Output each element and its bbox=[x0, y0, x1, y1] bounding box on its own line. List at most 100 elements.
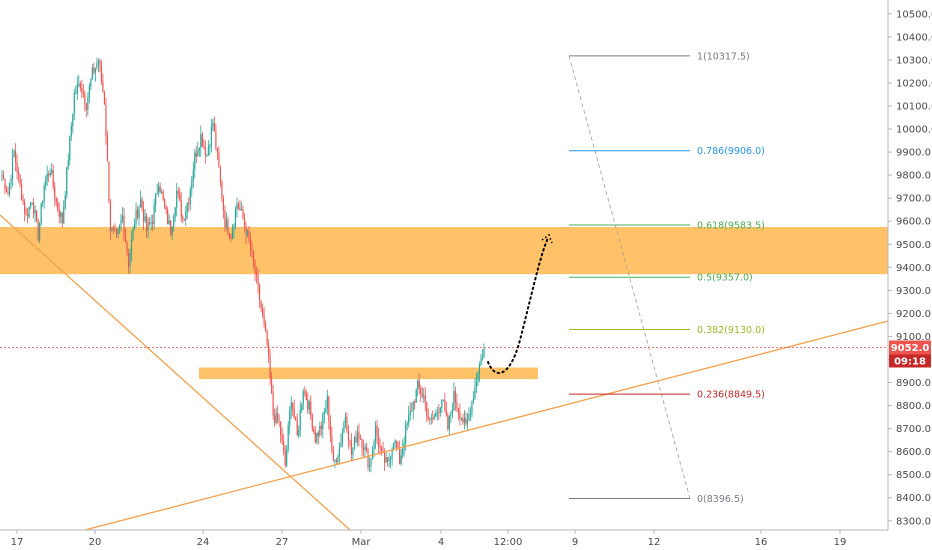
candle-body bbox=[274, 415, 276, 423]
candle-body bbox=[261, 308, 264, 316]
candle-body bbox=[7, 192, 9, 195]
candle-body bbox=[406, 423, 408, 426]
candle-body bbox=[475, 381, 478, 387]
candle-body bbox=[231, 229, 234, 240]
candle-body bbox=[58, 209, 60, 217]
candle-body bbox=[85, 104, 87, 110]
candle-body bbox=[459, 411, 461, 419]
candle-body bbox=[352, 447, 354, 455]
price-tags: 9052.0 09:18 bbox=[889, 340, 931, 368]
candle-body bbox=[22, 199, 24, 202]
candle-body bbox=[195, 152, 197, 157]
candle-body bbox=[383, 452, 386, 463]
candle-body bbox=[424, 395, 426, 403]
candle-body bbox=[40, 203, 42, 224]
x-tick-label: 17 bbox=[11, 537, 24, 548]
candle-body bbox=[305, 391, 307, 401]
time-axis[interactable]: 17 20 24 27 Mar 4 12:00 9 12 16 19 bbox=[11, 530, 847, 548]
candle-body bbox=[240, 209, 243, 211]
candle-body bbox=[176, 190, 178, 208]
candle-body bbox=[200, 134, 202, 149]
candle-body bbox=[37, 219, 39, 241]
candle-body bbox=[158, 186, 160, 193]
candle-body bbox=[162, 191, 164, 200]
candle-body bbox=[269, 356, 271, 379]
candle-body bbox=[251, 249, 253, 252]
price-axis[interactable]: 8300.0 8400.0 8500.0 8600.0 8700.0 8800.0 8900… bbox=[888, 9, 932, 527]
candle-body bbox=[70, 125, 72, 136]
candle-body bbox=[90, 79, 92, 87]
candle-body bbox=[268, 345, 270, 357]
y-tick-label: 8800.0 bbox=[896, 401, 931, 412]
candle-body bbox=[362, 447, 365, 450]
candle-body bbox=[180, 200, 182, 217]
candle-body bbox=[108, 161, 110, 202]
candle-body bbox=[45, 179, 47, 186]
candle-body bbox=[337, 456, 339, 462]
candle-body bbox=[118, 224, 121, 229]
candle-body bbox=[194, 152, 196, 170]
candle-body bbox=[139, 199, 142, 208]
candle-body bbox=[421, 394, 423, 397]
candle-body bbox=[2, 175, 5, 179]
candle-body bbox=[103, 91, 106, 105]
candle-body bbox=[417, 380, 419, 390]
candle-body bbox=[257, 274, 259, 286]
candle-body bbox=[396, 440, 398, 449]
candle-body bbox=[69, 135, 71, 161]
candle-body bbox=[454, 390, 456, 403]
candle-body bbox=[16, 161, 18, 173]
last-price-tag-text: 9052.0 bbox=[891, 343, 930, 354]
x-tick-label: 9 bbox=[572, 537, 578, 548]
candle-body bbox=[121, 215, 124, 221]
candle-body bbox=[207, 147, 209, 155]
candle-body bbox=[1, 175, 3, 177]
fib-level-label: 0.236(8849.5) bbox=[697, 390, 765, 401]
candle-body bbox=[286, 448, 288, 466]
candle-body bbox=[127, 253, 130, 267]
candle-body bbox=[212, 122, 214, 127]
candle-body bbox=[340, 442, 342, 448]
fib-level-label: 0.382(9130.0) bbox=[697, 325, 765, 336]
candle-body bbox=[75, 92, 77, 94]
candle-body bbox=[4, 178, 6, 190]
candle-body bbox=[106, 136, 109, 162]
last-price-tag bbox=[889, 340, 931, 355]
projection-path bbox=[487, 237, 549, 374]
candle-body bbox=[252, 251, 255, 262]
candle-body bbox=[426, 402, 428, 416]
candle-body bbox=[465, 417, 467, 425]
candle-body bbox=[155, 193, 157, 206]
candle-body bbox=[49, 172, 51, 176]
candle-body bbox=[51, 170, 53, 173]
candle-body bbox=[433, 416, 435, 420]
candle-body bbox=[147, 222, 149, 232]
candle-body bbox=[156, 192, 158, 194]
candle-body bbox=[219, 167, 222, 182]
candle-body bbox=[350, 440, 353, 455]
candle-body bbox=[379, 446, 381, 448]
candle-body bbox=[144, 216, 146, 222]
y-tick-label: 10200.0 bbox=[896, 78, 932, 89]
candle-body bbox=[445, 410, 447, 416]
y-tick-label: 8400.0 bbox=[896, 493, 931, 504]
candle-body bbox=[438, 412, 440, 414]
candle-body bbox=[124, 234, 127, 243]
candle-body bbox=[48, 173, 50, 176]
candle-body bbox=[474, 386, 476, 399]
candle-body bbox=[432, 418, 434, 420]
y-tick-label: 9400.0 bbox=[896, 263, 931, 274]
candle-body bbox=[290, 402, 292, 411]
candle-body bbox=[234, 209, 237, 226]
candle-body bbox=[468, 414, 470, 421]
candle-body bbox=[320, 425, 322, 429]
candle-body bbox=[117, 228, 119, 234]
drawings bbox=[0, 55, 889, 531]
candle-body bbox=[120, 220, 122, 225]
candle-body bbox=[164, 199, 166, 208]
candle-body bbox=[20, 184, 23, 200]
candle-body bbox=[319, 425, 321, 436]
candle-body bbox=[46, 173, 48, 180]
candle-body bbox=[283, 441, 285, 452]
